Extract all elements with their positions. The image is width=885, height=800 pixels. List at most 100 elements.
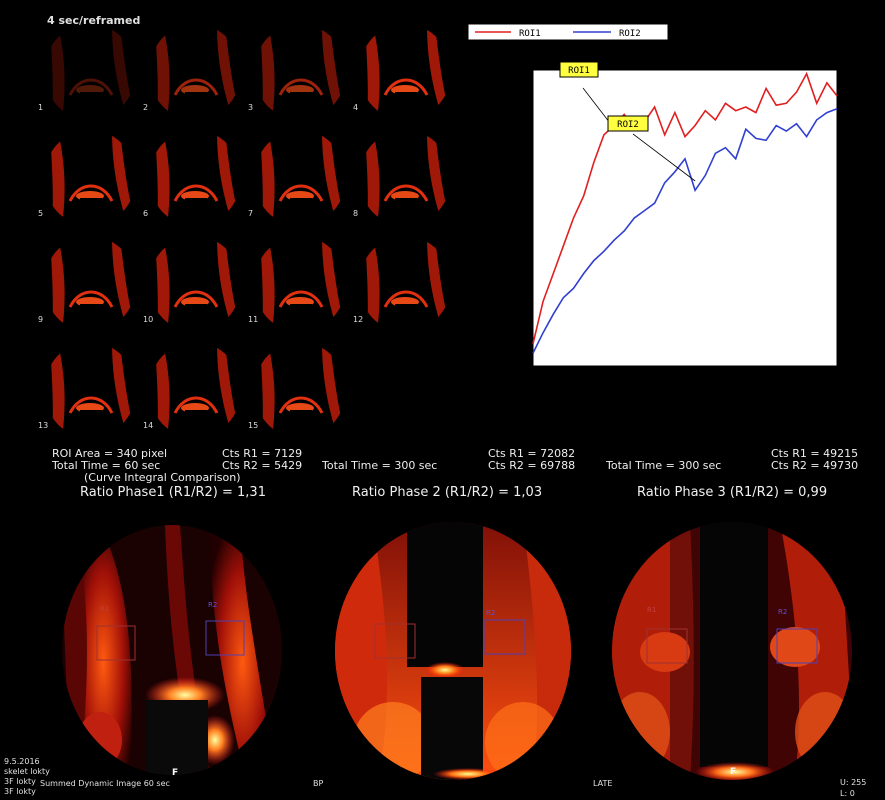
frame-image xyxy=(260,343,346,438)
x-tick-label: 50 xyxy=(781,374,792,384)
x-tick-label: 20 xyxy=(629,374,640,384)
frame-image xyxy=(155,237,241,332)
annotation-label-roi2: ROI2 xyxy=(617,120,639,130)
frame-number: 13 xyxy=(38,421,49,430)
scan-phase2: R2 xyxy=(335,522,571,780)
ratio-phase1: Ratio Phase1 (R1/R2) = 1,31 xyxy=(80,485,266,500)
frame-image xyxy=(260,131,346,226)
y-tick-label: 20 xyxy=(516,325,527,335)
plot-area xyxy=(532,69,838,367)
y-tick-label: 160 xyxy=(511,66,527,76)
total-time-phase2: Total Time = 300 sec xyxy=(322,459,438,472)
footer-lower-level: L: 0 xyxy=(840,789,855,798)
x-tick-label: 10 xyxy=(578,374,589,384)
phase3-caption: LATE xyxy=(593,779,613,788)
frame-image xyxy=(260,25,346,120)
footer-upper-level: U: 255 xyxy=(840,778,867,787)
cts-r1-phase2: Cts R1 = 72082 xyxy=(488,447,576,460)
frame-number: 6 xyxy=(143,209,149,218)
frame-number: 7 xyxy=(248,209,254,218)
footer-line3: 3F lokty xyxy=(4,777,36,786)
ratio-phase2: Ratio Phase 2 (R1/R2) = 1,03 xyxy=(352,485,543,500)
phase2-caption: BP xyxy=(313,779,324,788)
dynamic-frames-grid: 1 2 3 4 5 6 7 8 9 10 11 12 13 14 15 xyxy=(38,14,460,438)
frame-number: 10 xyxy=(143,315,154,324)
frame-thumbnail: 2 xyxy=(143,20,245,120)
footer-date: 9.5.2016 xyxy=(4,757,40,766)
cts-r2-phase3: Cts R2 = 49730 xyxy=(771,459,859,472)
frame-image xyxy=(155,343,241,438)
frame-image xyxy=(365,25,451,120)
frame-image xyxy=(155,25,241,120)
cts-r1-phase1: Cts R1 = 7129 xyxy=(222,447,303,460)
frame-thumbnail: 11 xyxy=(248,232,350,332)
frame-number: 8 xyxy=(353,209,359,218)
y-tick-label: 100 xyxy=(511,177,527,187)
r2-label-phase2: R2 xyxy=(486,609,495,617)
frame-image xyxy=(50,237,136,332)
frame-image xyxy=(365,131,451,226)
frame-image xyxy=(50,343,136,438)
frame-thumbnail: 13 xyxy=(38,338,140,438)
r1-label-phase1: R1 xyxy=(100,605,109,613)
frame-thumbnail: 9 xyxy=(38,232,140,332)
y-tick-label: 40 xyxy=(516,288,527,298)
frame-number: 11 xyxy=(248,315,259,324)
frame-number: 2 xyxy=(143,103,149,112)
legend-label-roi2: ROI2 xyxy=(619,29,641,39)
footer-line4: 3F lokty xyxy=(4,787,36,796)
frame-thumbnail: 15 xyxy=(248,338,350,438)
frame-thumbnail: 10 xyxy=(143,232,245,332)
r2-label-phase3: R2 xyxy=(778,608,787,616)
series-line-roi1 xyxy=(532,71,838,344)
frame-image xyxy=(50,25,136,120)
annotation-box-roi1 xyxy=(559,61,599,78)
frame-thumbnail: 3 xyxy=(248,20,350,120)
scan-phase1: R1 R2 F xyxy=(62,525,282,775)
cts-r2-phase2: Cts R2 = 69788 xyxy=(488,459,576,472)
ratio-phase3: Ratio Phase 3 (R1/R2) = 0,99 xyxy=(637,485,828,500)
frame-image xyxy=(50,131,136,226)
roi-area: ROI Area = 340 pixel xyxy=(52,447,168,460)
total-time-phase3: Total Time = 300 sec xyxy=(606,459,722,472)
scan-phase3: R1 R2 F xyxy=(612,522,852,780)
frame-thumbnail: 5 xyxy=(38,126,140,226)
curve-method: (Curve Integral Comparison) xyxy=(84,471,241,484)
chart-svg: ROI1 ROI2 0 20 40 60 80 100 120 140 160 0 10 20 30 40 50… xyxy=(467,23,843,401)
annotation-label-roi1: ROI1 xyxy=(568,66,590,76)
x-tick-label: 60 xyxy=(832,374,843,384)
y-tick-label: 140 xyxy=(511,103,527,113)
frame-number: 12 xyxy=(353,315,364,324)
frame-thumbnail: 4 xyxy=(353,20,455,120)
cts-r1-phase3: Cts R1 = 49215 xyxy=(771,447,859,460)
annotation-leader-roi2 xyxy=(632,133,696,182)
cts-r2-phase1: Cts R2 = 5429 xyxy=(222,459,303,472)
annotation-box-roi2 xyxy=(607,115,649,132)
frame-image xyxy=(260,237,346,332)
frame-thumbnail: 7 xyxy=(248,126,350,226)
r2-label-phase1: R2 xyxy=(208,601,217,609)
frame-image xyxy=(155,131,241,226)
f-label-phase1: F xyxy=(172,768,178,775)
frame-number: 1 xyxy=(38,103,44,112)
frame-number: 15 xyxy=(248,421,259,430)
legend-label-roi1: ROI1 xyxy=(519,29,541,39)
r1-label-phase3: R1 xyxy=(647,606,656,614)
frame-thumbnail: 1 xyxy=(38,20,140,120)
frame-number: 14 xyxy=(143,421,154,430)
y-axis-label: counts/sec xyxy=(488,191,498,245)
x-tick-label: 40 xyxy=(730,374,741,384)
total-time-phase1: Total Time = 60 sec xyxy=(52,459,161,472)
time-activity-chart: ROI1 ROI2 0 20 40 60 80 100 120 140 160 0 10 20 30 40 50… xyxy=(463,22,873,412)
series-line-roi2 xyxy=(532,108,838,354)
frame-image xyxy=(365,237,451,332)
frame-thumbnail: 12 xyxy=(353,232,455,332)
legend-box xyxy=(467,23,669,41)
y-tick-label: 60 xyxy=(516,251,527,261)
frame-number: 4 xyxy=(353,103,359,112)
frame-number: 3 xyxy=(248,103,254,112)
frame-thumbnail: 14 xyxy=(143,338,245,438)
x-tick-label: 30 xyxy=(680,374,691,384)
y-tick-label: 0 xyxy=(522,362,527,372)
phase1-caption: Summed Dynamic Image 60 sec xyxy=(40,779,170,788)
